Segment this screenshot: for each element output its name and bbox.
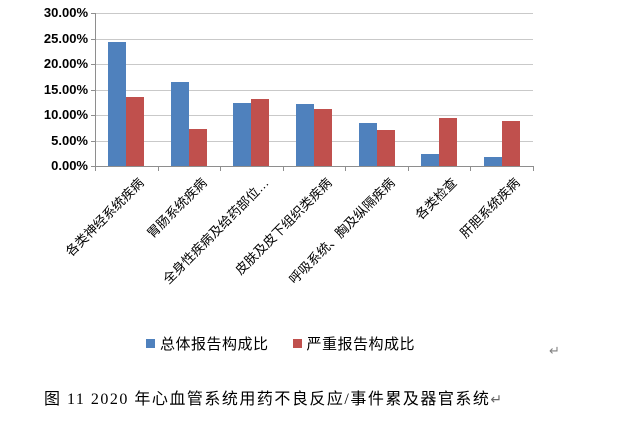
gridline xyxy=(95,38,533,40)
y-axis-tick xyxy=(91,115,95,116)
legend-item: 总体报告构成比 xyxy=(146,333,269,354)
bar-total xyxy=(421,154,439,166)
y-tick-label: 15.00% xyxy=(43,81,88,97)
x-axis-tick xyxy=(470,166,471,171)
x-axis-tick xyxy=(158,166,159,171)
y-tick-label: 20.00% xyxy=(43,56,88,71)
y-tick-label: 5.00% xyxy=(51,132,88,148)
gridline xyxy=(95,89,533,91)
x-category-label: 全身性疾病及给药部位… xyxy=(160,175,273,287)
bar-total xyxy=(296,104,314,166)
legend-item: 严重报告构成比 xyxy=(292,333,416,354)
y-tick-label: 30.00% xyxy=(43,5,88,20)
caption-text: 图 11 2020 年心血管系统用药不良反应/事件累及器官系统 xyxy=(44,391,491,408)
bar-serious xyxy=(189,129,207,166)
bar-serious xyxy=(439,118,457,166)
figure-caption: 图 11 2020 年心血管系统用药不良反应/事件累及器官系统↵ xyxy=(44,385,604,409)
y-tick-label: 10.00% xyxy=(43,107,88,122)
bar-serious xyxy=(126,97,144,166)
x-axis-line xyxy=(91,166,533,167)
gridline xyxy=(95,13,533,14)
paragraph-return-mark: ↵ xyxy=(549,344,560,359)
bar-total xyxy=(233,103,251,166)
gridline xyxy=(95,64,533,65)
bar-serious xyxy=(377,130,395,166)
bar-total xyxy=(359,123,377,166)
y-tick-label: 25.00% xyxy=(43,30,88,46)
bar-chart: 总体报告构成比 严重报告构成比 30.00% 25.00% 20.00% 15.00% 1… xyxy=(43,5,534,354)
legend-swatch xyxy=(146,339,155,348)
chart-legend: 总体报告构成比 严重报告构成比 xyxy=(146,333,415,354)
x-category-label: 各类检查 xyxy=(412,175,460,223)
x-axis-tick xyxy=(345,166,346,171)
bar-total xyxy=(484,157,502,166)
x-axis-tick xyxy=(220,166,221,171)
bar-serious xyxy=(251,99,269,166)
y-axis-tick xyxy=(91,13,95,14)
legend-swatch xyxy=(292,339,302,348)
legend-label: 总体报告构成比 xyxy=(160,336,269,353)
x-axis-tick xyxy=(408,166,409,171)
x-category-label: 肝胆系统疾病 xyxy=(456,175,523,241)
y-axis-tick xyxy=(91,140,95,142)
y-axis-tick xyxy=(91,64,95,65)
x-axis-tick xyxy=(533,166,534,171)
x-category-label: 各类神经系统疾病 xyxy=(62,175,148,260)
y-axis-tick xyxy=(91,89,95,91)
legend-label: 严重报告构成比 xyxy=(306,336,416,353)
y-tick-label: 0.00% xyxy=(51,158,88,173)
bar-total xyxy=(171,82,189,166)
y-axis-tick xyxy=(91,38,95,40)
paragraph-return-mark: ↵ xyxy=(490,392,503,408)
y-axis-line xyxy=(95,13,96,171)
x-axis-tick xyxy=(95,166,96,171)
bar-serious xyxy=(502,121,520,166)
bar-total xyxy=(108,42,126,166)
x-category-label: 呼吸系统、胸及纵隔疾病 xyxy=(285,175,398,287)
bar-serious xyxy=(314,109,332,166)
x-axis-tick xyxy=(283,166,284,171)
